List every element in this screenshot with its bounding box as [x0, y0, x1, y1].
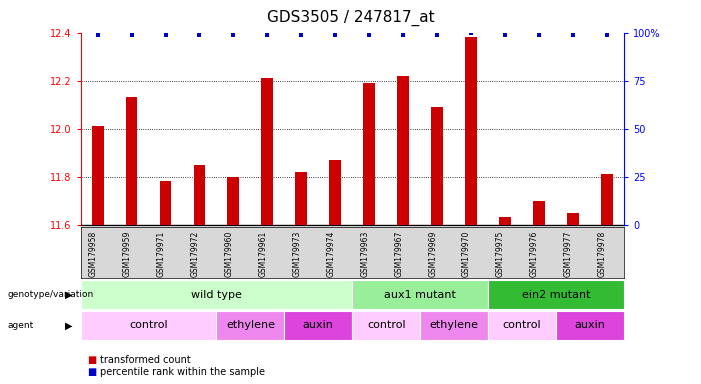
Text: GSM179972: GSM179972	[191, 231, 200, 277]
Bar	[92, 126, 104, 225]
Bar	[499, 217, 511, 225]
Text: ■: ■	[88, 355, 100, 365]
Text: control: control	[367, 320, 405, 331]
Text: GSM179973: GSM179973	[292, 231, 301, 277]
Bar	[465, 38, 477, 225]
Text: GSM179958: GSM179958	[88, 231, 97, 277]
Text: GSM179978: GSM179978	[598, 231, 607, 277]
Text: GSM179974: GSM179974	[326, 231, 335, 277]
Text: control: control	[503, 320, 541, 331]
Text: GSM179970: GSM179970	[462, 231, 471, 277]
Bar	[81, 280, 353, 309]
Bar	[397, 76, 409, 225]
Text: auxin: auxin	[575, 320, 606, 331]
Text: percentile rank within the sample: percentile rank within the sample	[100, 367, 265, 377]
Bar	[160, 182, 172, 225]
Text: wild type: wild type	[191, 290, 242, 300]
Text: ethylene: ethylene	[430, 320, 479, 331]
Text: ein2 mutant: ein2 mutant	[522, 290, 590, 300]
Text: ▶: ▶	[64, 290, 72, 300]
Bar	[488, 280, 624, 309]
Bar	[363, 83, 375, 225]
Text: GSM179976: GSM179976	[530, 231, 539, 277]
Text: GSM179975: GSM179975	[496, 231, 505, 277]
Bar	[285, 311, 353, 340]
Bar	[295, 172, 307, 225]
Bar	[420, 311, 488, 340]
Bar	[353, 280, 488, 309]
Bar	[556, 311, 624, 340]
Text: GSM179969: GSM179969	[428, 231, 437, 277]
Bar	[567, 213, 579, 225]
Bar	[227, 177, 239, 225]
Bar	[261, 78, 273, 225]
Bar	[81, 311, 217, 340]
Text: ethylene: ethylene	[226, 320, 275, 331]
Text: GDS3505 / 247817_at: GDS3505 / 247817_at	[266, 10, 435, 26]
Bar	[431, 107, 443, 225]
Bar	[353, 311, 420, 340]
Text: control: control	[129, 320, 168, 331]
Bar	[329, 160, 341, 225]
Text: agent: agent	[7, 321, 33, 330]
Text: ▶: ▶	[64, 320, 72, 331]
Text: GSM179961: GSM179961	[259, 231, 267, 277]
Text: auxin: auxin	[303, 320, 334, 331]
Text: GSM179967: GSM179967	[394, 231, 403, 277]
Text: aux1 mutant: aux1 mutant	[384, 290, 456, 300]
Bar	[193, 165, 205, 225]
Bar	[217, 311, 285, 340]
Bar	[125, 98, 137, 225]
Text: GSM179960: GSM179960	[224, 231, 233, 277]
Text: GSM179971: GSM179971	[156, 231, 165, 277]
Bar	[601, 174, 613, 225]
Text: transformed count: transformed count	[100, 355, 191, 365]
Text: GSM179963: GSM179963	[360, 231, 369, 277]
Text: ■: ■	[88, 367, 100, 377]
Text: GSM179977: GSM179977	[564, 231, 573, 277]
Text: GSM179959: GSM179959	[123, 231, 132, 277]
Bar	[488, 311, 556, 340]
Text: genotype/variation: genotype/variation	[7, 290, 93, 299]
Bar	[533, 201, 545, 225]
